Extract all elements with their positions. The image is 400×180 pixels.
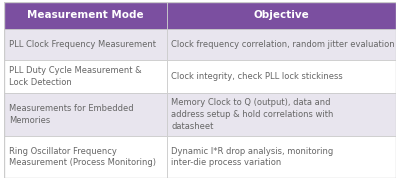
Text: Dynamic I*R drop analysis, monitoring
inter-die process variation: Dynamic I*R drop analysis, monitoring in… <box>171 147 334 167</box>
Text: Measurements for Embedded
Memories: Measurements for Embedded Memories <box>9 104 133 125</box>
Text: Ring Oscillator Frequency
Measurement (Process Monitoring): Ring Oscillator Frequency Measurement (P… <box>9 147 156 167</box>
Bar <box>167 60 396 93</box>
Bar <box>4 93 167 136</box>
Bar <box>4 60 167 93</box>
Bar <box>167 2 396 29</box>
Bar <box>4 29 167 60</box>
Bar <box>167 93 396 136</box>
Text: Memory Clock to Q (output), data and
address setup & hold correlations with
data: Memory Clock to Q (output), data and add… <box>171 98 334 130</box>
Text: PLL Clock Frequency Measurement: PLL Clock Frequency Measurement <box>9 40 156 49</box>
Text: Clock integrity, check PLL lock stickiness: Clock integrity, check PLL lock stickine… <box>171 72 343 81</box>
Text: Objective: Objective <box>254 10 309 21</box>
Text: Measurement Mode: Measurement Mode <box>27 10 144 21</box>
Bar <box>4 136 167 178</box>
Text: PLL Duty Cycle Measurement &
Lock Detection: PLL Duty Cycle Measurement & Lock Detect… <box>9 66 141 87</box>
Bar <box>167 136 396 178</box>
Text: Clock frequency correlation, random jitter evaluation: Clock frequency correlation, random jitt… <box>171 40 395 49</box>
Bar <box>167 29 396 60</box>
Bar <box>4 2 167 29</box>
